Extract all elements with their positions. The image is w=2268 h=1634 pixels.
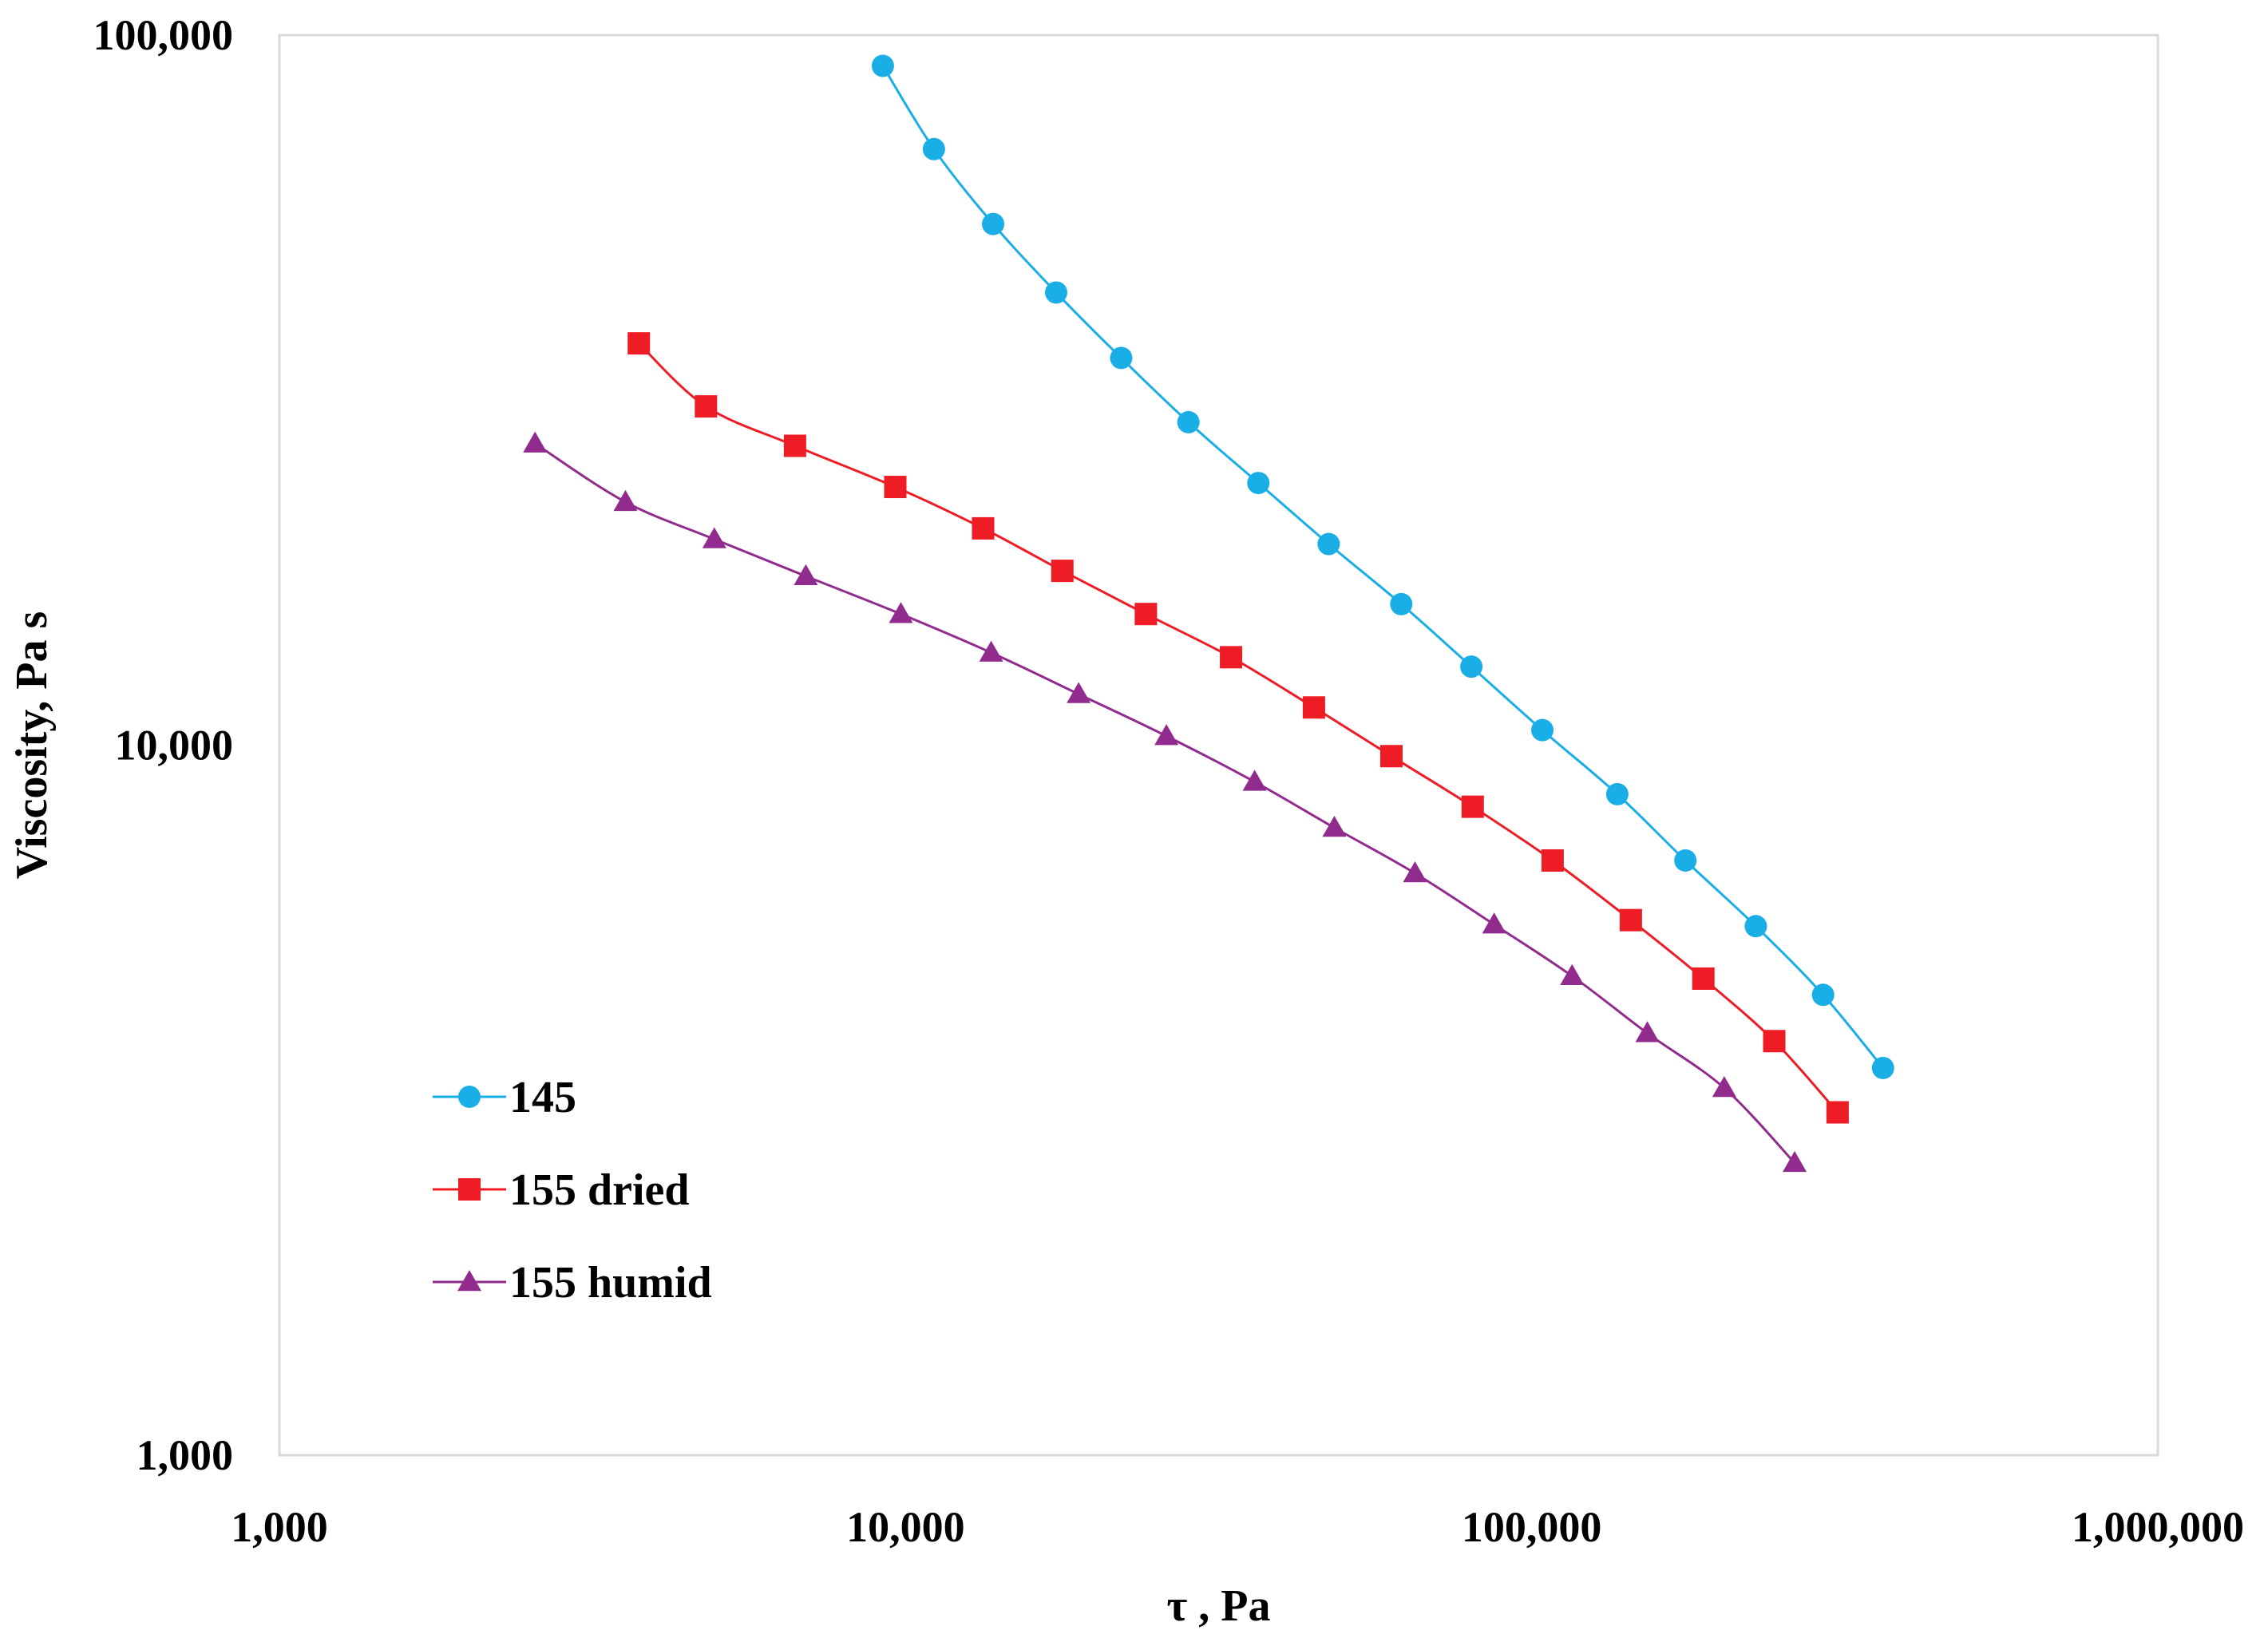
data-point-145 [1744,915,1767,938]
data-point-145 [1177,410,1200,433]
data-point-155-dried [884,476,907,499]
legend-label-155-dried: 155 dried [509,1165,690,1215]
data-point-145 [1460,655,1483,679]
data-point-155-dried [972,516,995,540]
data-point-145 [871,54,894,77]
data-point-155-dried [627,332,651,355]
data-point-145 [1871,1056,1894,1079]
y-tick-label: 10,000 [115,722,234,770]
data-point-155-humid [523,431,548,453]
x-tick-label: 1,000 [231,1503,328,1551]
series-line-155-dried [638,342,1839,1114]
data-point-145 [1317,532,1340,556]
data-point-155-dried [1692,967,1715,990]
data-point-155-dried [1461,795,1484,818]
data-point-145 [1531,718,1554,742]
data-point-155-dried [1541,849,1564,872]
data-point-155-humid [1560,963,1585,985]
legend-entry-155-dried: 155 dried [433,1165,690,1215]
data-point-145 [1811,983,1835,1007]
legend-label-145: 145 [509,1073,576,1122]
data-point-155-humid [1635,1021,1660,1043]
data-point-155-humid [889,602,913,623]
data-point-145 [1110,346,1133,370]
data-point-145 [1390,592,1413,615]
data-point-155-humid [979,640,1003,662]
data-point-155-humid [794,564,818,586]
data-point-155-dried [1051,560,1074,583]
series-layer [523,54,1894,1173]
data-point-155-dried [1302,696,1325,719]
series-line-155-humid [534,442,1796,1164]
data-point-155-humid [1783,1150,1807,1173]
series-155-humid [523,431,1807,1173]
data-point-155-dried [783,434,806,457]
data-point-145 [1247,472,1270,495]
tick-labels: 1,000 10,000 100,000 1,000,000 1,000 10,000 10… [93,11,2245,1551]
data-point-155-dried [1826,1101,1849,1124]
data-point-155-dried [1763,1030,1786,1053]
data-point-155-dried [1379,745,1403,768]
x-tick-label: 100,000 [1462,1503,1602,1551]
data-point-145 [1674,849,1697,872]
data-point-155-dried [1619,908,1642,932]
x-tick-label: 1,000,000 [2072,1503,2244,1551]
series-145 [871,54,1894,1079]
legend: 145 155 dried 155 humid [433,1073,712,1308]
data-point-155-dried [1134,603,1158,626]
data-point-145 [922,137,945,160]
data-point-155-humid [1403,861,1427,883]
legend-entry-155-humid: 155 humid [433,1258,712,1308]
series-line-145 [881,65,1884,1069]
y-tick-label: 1,000 [137,1431,234,1479]
data-point-155-humid [1154,724,1179,746]
x-tick-label: 10,000 [846,1503,965,1551]
data-point-155-humid [1482,912,1506,934]
data-point-155-humid [702,527,726,548]
data-point-155-dried [1220,646,1243,669]
legend-label-155-humid: 155 humid [509,1258,712,1308]
plot-area [278,34,2159,1457]
data-point-155-humid [1067,682,1091,703]
data-point-145 [982,212,1005,235]
y-tick-label: 100,000 [93,11,234,59]
data-point-145 [1045,281,1068,304]
legend-marker-145 [458,1086,481,1108]
x-axis-title: τ , Pa [1166,1581,1270,1631]
data-point-155-humid [1242,770,1267,791]
legend-marker-155-dried [458,1178,481,1201]
legend-marker-155-humid [457,1270,481,1292]
data-point-155-humid [613,489,638,512]
data-point-155-dried [695,395,718,418]
legend-entry-145: 145 [433,1073,576,1122]
data-point-145 [1605,782,1629,805]
series-155-dried [627,332,1849,1124]
data-point-155-humid [1322,815,1347,837]
data-point-155-humid [1712,1075,1736,1098]
y-axis-title: Viscosity, Pa s [7,611,57,879]
